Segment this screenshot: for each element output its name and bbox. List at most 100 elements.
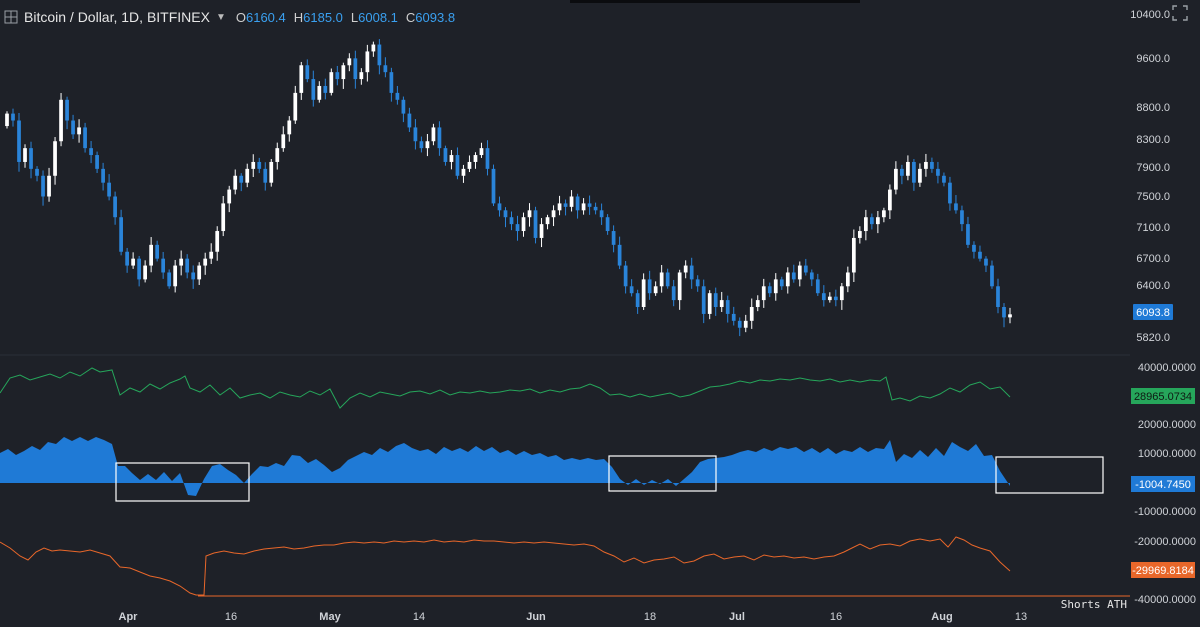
price-tick-label: 7900.0: [1136, 162, 1170, 174]
candle-body: [845, 272, 850, 287]
price-tick-label: 6400.0: [1136, 280, 1170, 292]
candle-body: [29, 148, 33, 169]
candle-body: [695, 279, 700, 287]
candle-body: [671, 286, 676, 301]
candle-body: [641, 279, 646, 308]
candle-body: [425, 141, 430, 149]
longs-line: [0, 367, 1011, 409]
candle-body: [725, 300, 730, 314]
candle-body: [155, 244, 160, 259]
candle-body: [803, 265, 808, 273]
candle-body: [918, 168, 922, 183]
candle-body: [461, 168, 466, 176]
candle-body: [581, 203, 586, 211]
candle-body: [533, 210, 538, 238]
candle-body: [888, 189, 892, 211]
candle-body: [665, 272, 670, 287]
candle-body: [515, 224, 520, 232]
candle-body: [185, 258, 190, 273]
candle-body: [755, 300, 760, 308]
candle-body: [101, 168, 105, 183]
candle-body: [245, 168, 250, 183]
price-tick-label: 7500.0: [1136, 191, 1170, 203]
candle-body: [89, 148, 93, 156]
candle-body: [335, 72, 340, 80]
price-axis: 10400.0 9600.0 8800.0 8300.0 7900.0 7500.0 710…: [1130, 9, 1173, 344]
candle-body: [797, 265, 802, 280]
net-value-tag: [1131, 476, 1195, 492]
candle-body: [41, 175, 45, 197]
candle-body: [341, 65, 346, 80]
top-tab-strip: [570, 0, 860, 3]
candle-body: [509, 217, 514, 225]
candle-body: [954, 203, 958, 211]
candle-body: [761, 286, 766, 301]
indicator-axis: 40000.0000 20000.0000 10000.0000 -10000.000…: [1131, 362, 1196, 606]
candle-body: [635, 293, 640, 308]
candle-body: [305, 65, 310, 80]
candle-body: [77, 127, 81, 135]
fullscreen-icon[interactable]: [1172, 5, 1188, 21]
candle-body: [611, 231, 616, 245]
candle-body: [131, 258, 135, 266]
candle-body: [251, 161, 256, 169]
shorts-value-tag: [1131, 562, 1195, 578]
candle-body: [401, 99, 406, 114]
candle-body: [821, 293, 826, 301]
candle-body: [551, 210, 556, 218]
candle-body: [701, 286, 706, 314]
symbol-title[interactable]: Bitcoin / Dollar, 1D, BITFINEX: [24, 9, 210, 25]
price-tick-label: 6700.0: [1136, 253, 1170, 265]
candle-body: [569, 196, 574, 207]
candle-body: [443, 148, 448, 162]
candle-body: [587, 203, 592, 207]
candle-body: [527, 210, 532, 218]
candle-body: [359, 72, 364, 80]
candle-body: [984, 258, 988, 266]
candle-body: [491, 168, 496, 204]
candle-body: [521, 217, 526, 232]
grid-layout-icon[interactable]: [4, 10, 18, 24]
candle-body: [1008, 314, 1012, 318]
candle-body: [942, 175, 946, 183]
caret-down-icon[interactable]: ▼: [215, 11, 226, 23]
candle-body: [215, 231, 220, 252]
time-tick-label: Apr: [119, 611, 139, 623]
candle-body: [629, 286, 634, 294]
candle-body: [924, 161, 928, 169]
candle-body: [876, 217, 880, 225]
candle-body: [149, 244, 154, 266]
shorts-value-tag-label: -29969.8184: [1132, 565, 1194, 577]
price-tick-label: 5820.0: [1136, 332, 1170, 344]
candle-body: [347, 58, 352, 66]
candle-body: [960, 210, 964, 225]
candle-body: [353, 58, 358, 80]
candle-body: [503, 210, 508, 218]
candle-body: [269, 161, 274, 183]
candle-body: [407, 113, 412, 128]
candle-body: [857, 231, 862, 238]
candle-body: [233, 175, 238, 190]
candle-body: [179, 258, 184, 266]
candle-body: [707, 293, 712, 314]
candle-body: [65, 99, 69, 121]
candle-body: [329, 72, 334, 93]
candle-body: [323, 85, 328, 93]
candle-body: [83, 127, 87, 149]
last-price-label: 6093.8: [1136, 307, 1170, 319]
candle-body: [767, 286, 772, 294]
chart-header: Bitcoin / Dollar, 1D, BITFINEX ▼ O6160.4…: [4, 6, 455, 28]
last-price-tag: [1133, 304, 1173, 320]
candle-body: [227, 189, 232, 204]
candle-body: [894, 168, 898, 190]
time-tick-label: May: [319, 611, 341, 623]
candle-body: [779, 279, 784, 287]
candle-body: [900, 168, 904, 176]
time-axis: Apr 16 May 14 Jun 18 Jul 16 Aug 13: [119, 611, 1028, 623]
time-tick-label: 16: [830, 611, 842, 623]
candle-body: [485, 148, 490, 169]
longs-value-tag-label: 28965.0734: [1134, 391, 1192, 403]
candle-body: [395, 92, 400, 100]
candle-body: [317, 85, 322, 100]
